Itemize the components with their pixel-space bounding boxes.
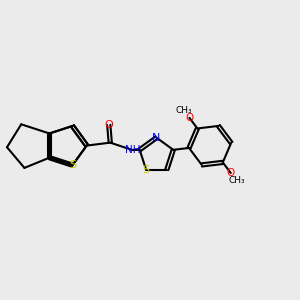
Text: NH: NH	[124, 145, 140, 155]
Text: S: S	[142, 165, 150, 175]
Text: O: O	[104, 120, 113, 130]
Text: CH₃: CH₃	[175, 106, 192, 115]
Text: N: N	[152, 133, 161, 142]
Text: O: O	[226, 168, 235, 178]
Text: CH₃: CH₃	[228, 176, 245, 185]
Text: S: S	[69, 160, 76, 170]
Text: O: O	[185, 113, 194, 123]
